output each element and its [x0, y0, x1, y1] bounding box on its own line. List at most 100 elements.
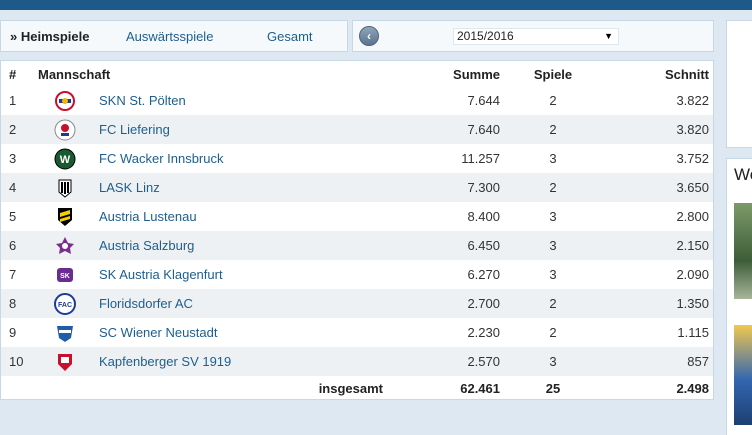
season-value: 2015/2016 — [457, 29, 514, 43]
sidebar-title: We — [734, 165, 752, 184]
rank-cell: 1 — [9, 93, 17, 108]
games-cell: 3 — [549, 267, 557, 282]
header-sum: Summe — [453, 67, 500, 82]
table-row: 5 Austria Lustenau 8.400 3 2.800 — [1, 202, 713, 231]
table-row: 4 LASK Linz 7.300 2 3.650 — [1, 173, 713, 202]
header-rank: # — [9, 67, 17, 82]
news-photo[interactable] — [734, 203, 752, 299]
total-games: 25 — [545, 381, 561, 396]
games-cell: 3 — [549, 238, 557, 253]
top-header-bar — [0, 0, 752, 10]
table-row: 10 Kapfenberger SV 1919 2.570 3 857 — [1, 347, 713, 376]
sum-cell: 7.640 — [467, 122, 500, 137]
rank-cell: 9 — [9, 325, 17, 340]
table-row: 7 SK SK Austria Klagenfurt 6.270 3 2.090 — [1, 260, 713, 289]
avg-cell: 3.752 — [676, 151, 709, 166]
svg-text:SK: SK — [60, 273, 70, 280]
sum-cell: 7.644 — [467, 93, 500, 108]
avg-cell: 857 — [687, 354, 709, 369]
svg-text:FAC: FAC — [58, 302, 72, 309]
rank-cell: 4 — [9, 180, 17, 195]
dropdown-arrow-icon: ▼ — [604, 31, 613, 41]
table-row: 1 SKN St. Pölten 7.644 2 3.822 — [1, 86, 713, 115]
team-link[interactable]: Austria Lustenau — [99, 209, 197, 224]
sum-cell: 2.570 — [467, 354, 500, 369]
total-sum: 62.461 — [460, 381, 500, 396]
team-link[interactable]: LASK Linz — [99, 180, 160, 195]
kapfenberger-sv-crest-icon — [53, 350, 77, 374]
sum-cell: 2.700 — [467, 296, 500, 311]
wiener-neustadt-crest-icon — [53, 321, 77, 345]
table-row: 9 SC Wiener Neustadt 2.230 2 1.115 — [1, 318, 713, 347]
sum-cell: 2.230 — [467, 325, 500, 340]
header-team: Mannschaft — [38, 67, 111, 82]
avg-cell: 3.822 — [676, 93, 709, 108]
sidebar-box-news: We — [726, 158, 752, 435]
avg-cell: 3.820 — [676, 122, 709, 137]
rank-cell: 3 — [9, 151, 17, 166]
rank-cell: 8 — [9, 296, 17, 311]
avg-cell: 1.115 — [677, 325, 709, 340]
games-cell: 2 — [549, 325, 557, 340]
season-select[interactable]: 2015/2016 ▼ — [453, 28, 619, 45]
sum-cell: 6.450 — [467, 238, 500, 253]
team-link[interactable]: Floridsdorfer AC — [99, 296, 193, 311]
table-row: 2 FC Liefering 7.640 2 3.820 — [1, 115, 713, 144]
rank-cell: 6 — [9, 238, 17, 253]
lask-linz-crest-icon — [53, 176, 77, 200]
games-cell: 2 — [549, 296, 557, 311]
rank-cell: 10 — [9, 354, 24, 369]
view-tabs: » Heimspiele Auswärtsspiele Gesamt — [0, 20, 348, 52]
austria-salzburg-crest-icon — [53, 234, 77, 258]
table-row: 3 W FC Wacker Innsbruck 11.257 3 3.752 — [1, 144, 713, 173]
games-cell: 3 — [549, 209, 557, 224]
avg-cell: 3.650 — [676, 180, 709, 195]
chevron-left-icon: ‹ — [367, 29, 371, 43]
games-cell: 2 — [549, 180, 557, 195]
table-row: 6 Austria Salzburg 6.450 3 2.150 — [1, 231, 713, 260]
games-cell: 2 — [549, 93, 557, 108]
avg-cell: 1.350 — [676, 296, 709, 311]
news-photo[interactable] — [734, 325, 752, 425]
table-row: 8 FAC Floridsdorfer AC 2.700 2 1.350 — [1, 289, 713, 318]
team-link[interactable]: Austria Salzburg — [99, 238, 195, 253]
total-label: insgesamt — [318, 381, 383, 396]
sum-cell: 6.270 — [467, 267, 500, 282]
austria-lustenau-crest-icon — [53, 205, 77, 229]
team-link[interactable]: FC Wacker Innsbruck — [99, 151, 224, 166]
games-cell: 2 — [549, 122, 557, 137]
rank-cell: 7 — [9, 267, 17, 282]
tab-total[interactable]: Gesamt — [267, 28, 313, 44]
skn-st-poelten-crest-icon — [53, 89, 77, 113]
fc-liefering-crest-icon — [53, 118, 77, 142]
tab-away-games[interactable]: Auswärtsspiele — [126, 28, 214, 44]
total-avg: 2.498 — [676, 381, 709, 396]
rank-cell: 5 — [9, 209, 17, 224]
attendance-table: # Mannschaft Summe Spiele Schnitt 1 SKN S… — [0, 60, 714, 400]
table-total-row: insgesamt 62.461 25 2.498 — [1, 374, 713, 403]
avg-cell: 2.090 — [676, 267, 709, 282]
avg-cell: 2.150 — [676, 238, 709, 253]
header-avg: Schnitt — [664, 67, 709, 82]
games-cell: 3 — [549, 151, 557, 166]
header-games: Spiele — [533, 67, 573, 82]
previous-season-button[interactable]: ‹ — [359, 26, 379, 46]
table-header-row: # Mannschaft Summe Spiele Schnitt — [1, 61, 713, 90]
sum-cell: 11.257 — [461, 151, 500, 166]
avg-cell: 2.800 — [676, 209, 709, 224]
sidebar-box-top — [726, 20, 752, 148]
sum-cell: 7.300 — [467, 180, 500, 195]
wacker-innsbruck-crest-icon: W — [53, 147, 77, 171]
team-link[interactable]: FC Liefering — [99, 122, 170, 137]
team-link[interactable]: SKN St. Pölten — [99, 93, 186, 108]
tab-home-games[interactable]: » Heimspiele — [10, 28, 90, 44]
sum-cell: 8.400 — [467, 209, 500, 224]
austria-klagenfurt-crest-icon: SK — [53, 263, 77, 287]
team-link[interactable]: SC Wiener Neustadt — [99, 325, 218, 340]
floridsdorfer-ac-crest-icon: FAC — [53, 292, 77, 316]
games-cell: 3 — [549, 354, 557, 369]
rank-cell: 2 — [9, 122, 17, 137]
team-link[interactable]: Kapfenberger SV 1919 — [99, 354, 232, 369]
season-bar: ‹ 2015/2016 ▼ — [352, 20, 714, 52]
team-link[interactable]: SK Austria Klagenfurt — [99, 267, 223, 282]
